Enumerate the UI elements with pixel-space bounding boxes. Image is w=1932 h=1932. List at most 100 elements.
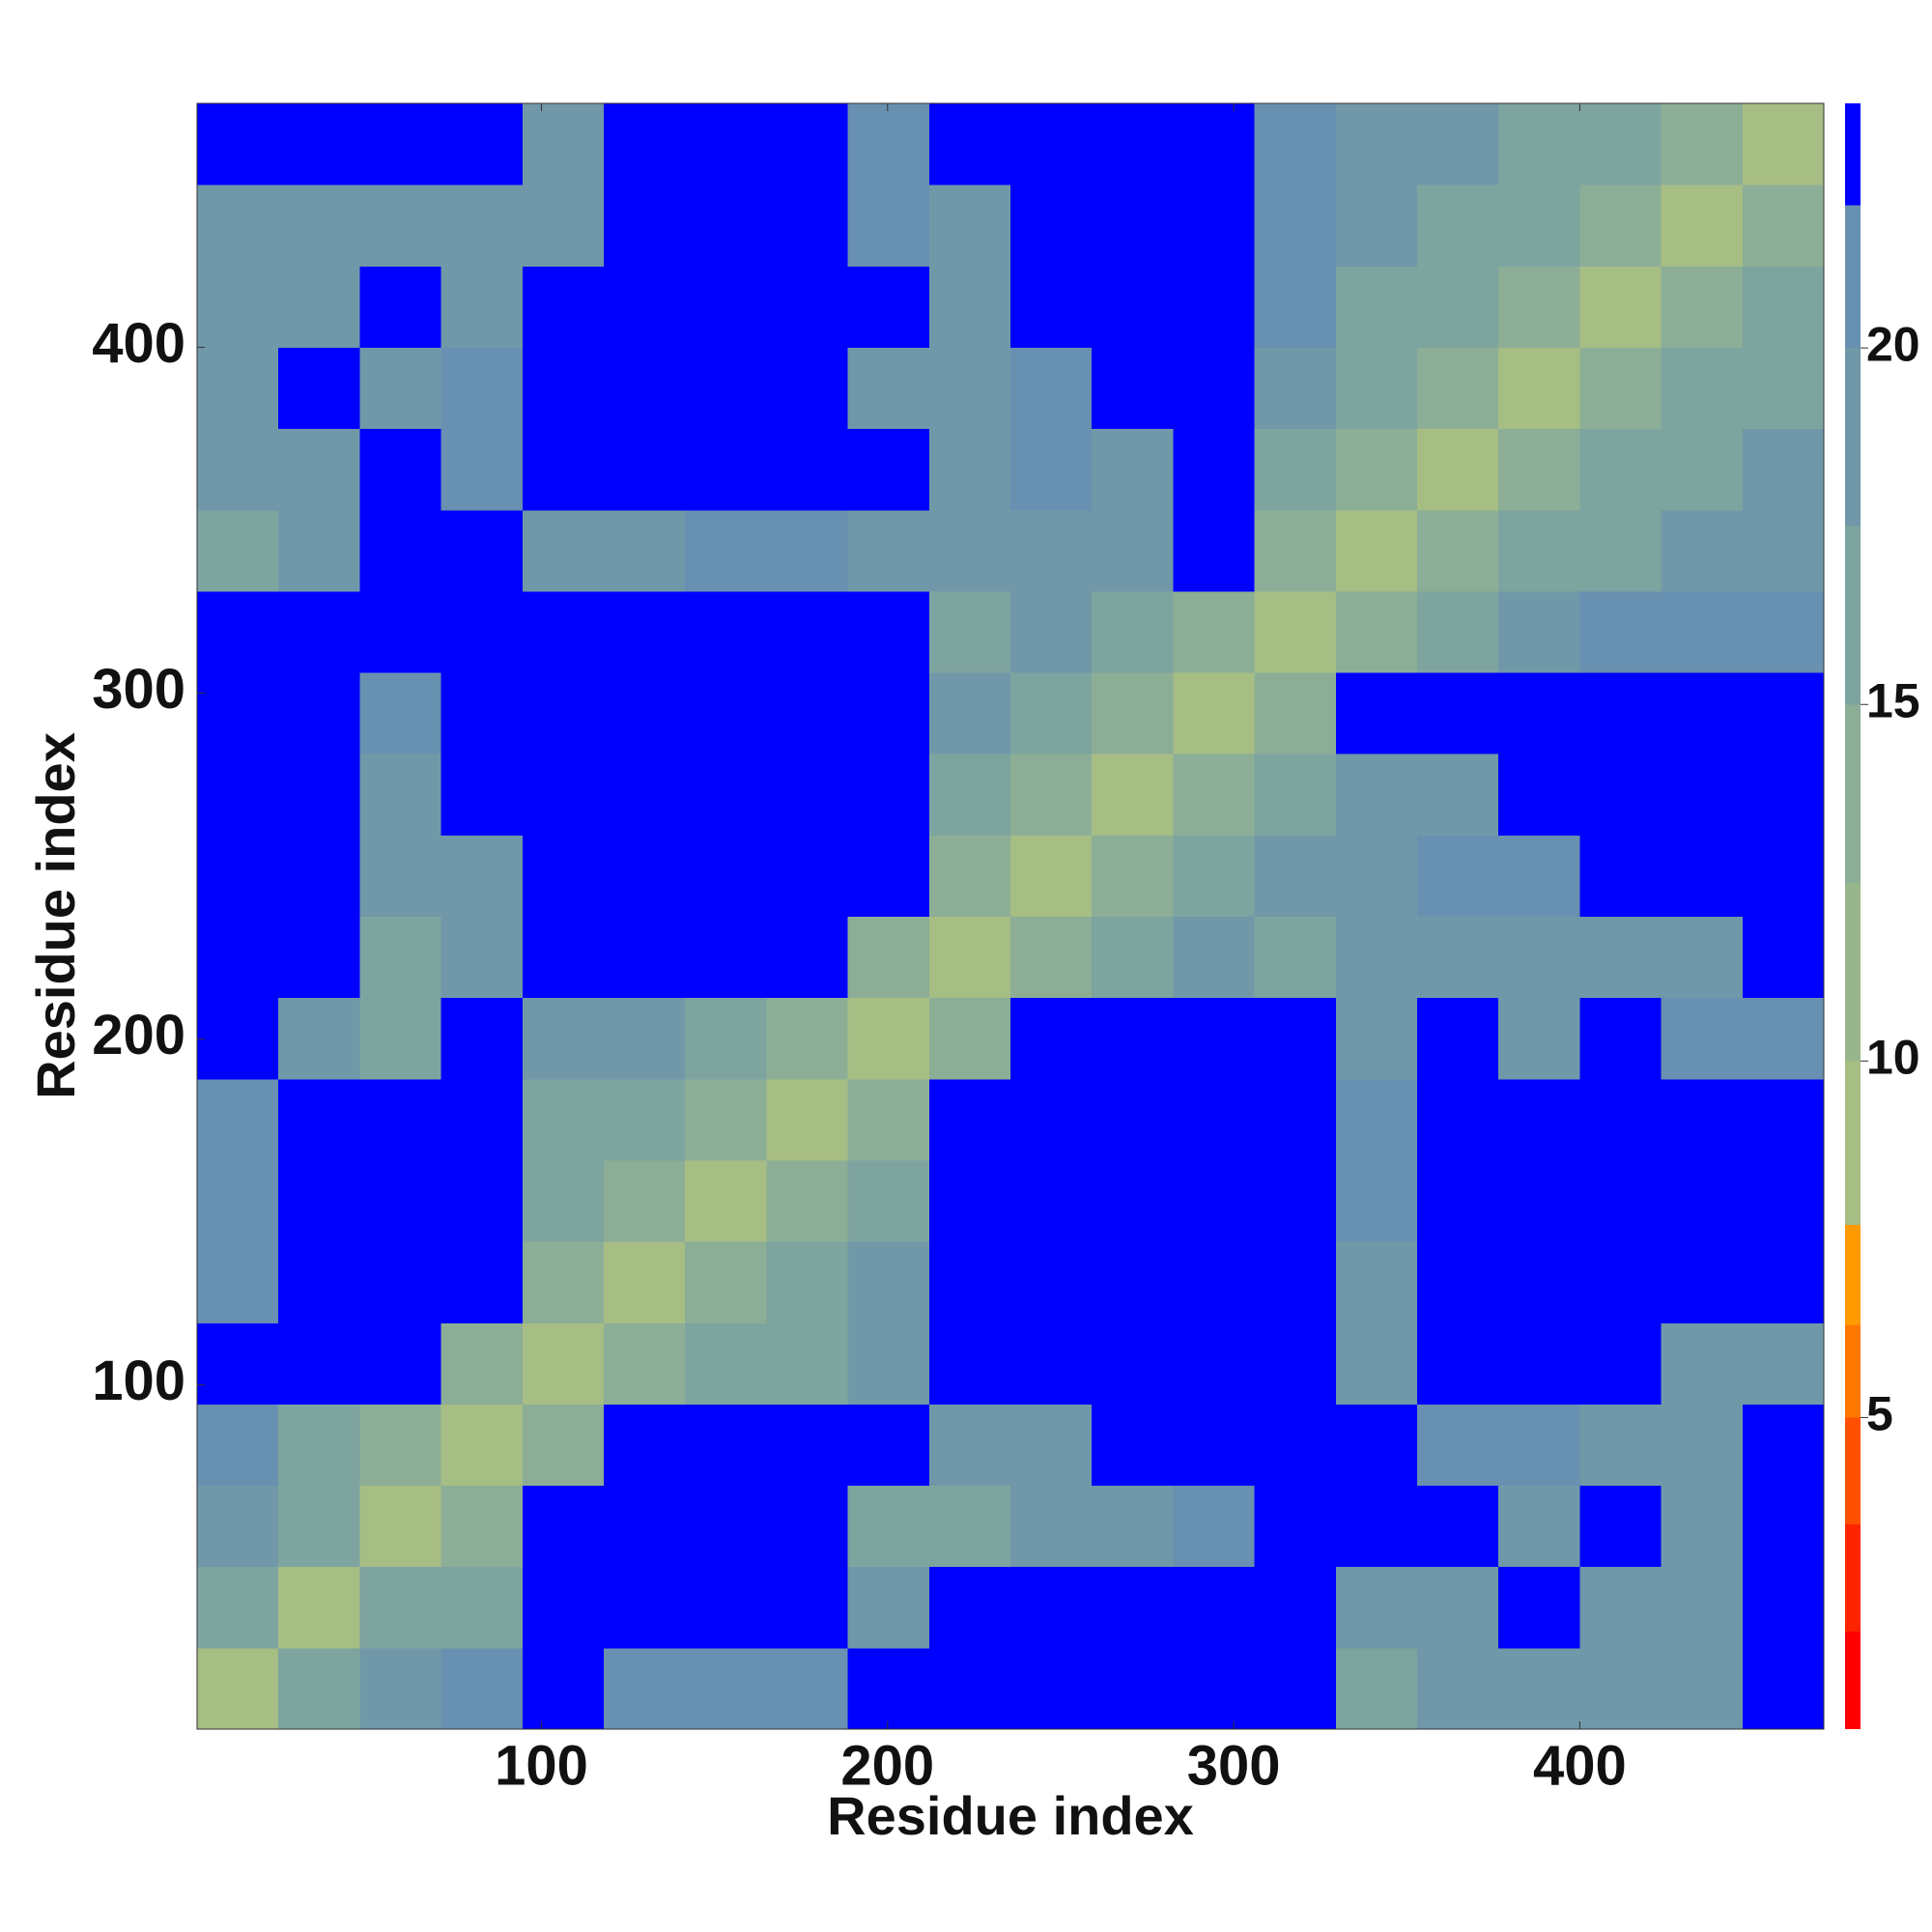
colorbar-band [1845, 1061, 1861, 1226]
heatmap-cell [1417, 103, 1499, 185]
heatmap-cell [1254, 916, 1337, 999]
heatmap-cell [1173, 997, 1256, 1080]
heatmap-cell [1579, 1404, 1662, 1487]
heatmap-cell [604, 590, 686, 673]
heatmap-cell [1254, 1404, 1337, 1487]
heatmap-cell [604, 266, 686, 348]
x-tick-label: 100 [495, 1734, 588, 1797]
heatmap-cell [685, 509, 767, 592]
heatmap-cell [1173, 672, 1256, 754]
heatmap-cell [278, 753, 360, 836]
heatmap-cell [1173, 916, 1256, 999]
heatmap-cell [685, 266, 767, 348]
heatmap-cell [1092, 509, 1174, 592]
heatmap-cell [1010, 1322, 1093, 1405]
heatmap-cell [604, 428, 686, 511]
heatmap-cell [928, 672, 1011, 754]
heatmap-cell [197, 428, 279, 511]
heatmap-cell [1579, 672, 1662, 754]
heatmap-cell [1498, 672, 1580, 754]
heatmap-cell [1417, 590, 1499, 673]
colorbar-band [1845, 1524, 1861, 1632]
colorbar-band [1845, 348, 1861, 526]
heatmap-cell [1254, 590, 1337, 673]
heatmap-cell [197, 1078, 279, 1161]
heatmap-cell [604, 1404, 686, 1487]
heatmap-cell [766, 672, 849, 754]
heatmap-cell [685, 103, 767, 185]
heatmap-cell [1335, 1078, 1418, 1161]
heatmap-cell [1335, 753, 1418, 836]
heatmap-cell [847, 347, 930, 430]
colorbar-tick-label: 5 [1866, 1387, 1893, 1441]
heatmap-cell [1579, 266, 1662, 348]
heatmap-cell [440, 753, 524, 836]
heatmap-cell [1173, 428, 1256, 511]
heatmap-cell [359, 1647, 442, 1730]
heatmap-cell [1498, 347, 1580, 430]
heatmap-cell [522, 509, 605, 592]
heatmap-cell [1579, 428, 1662, 511]
heatmap-cell [440, 347, 524, 430]
heatmap-cell [766, 590, 849, 673]
heatmap-cell [1254, 1485, 1337, 1568]
heatmap-cell [197, 997, 279, 1080]
heatmap-cell [928, 1241, 1011, 1323]
plot-frame [196, 102, 1825, 1730]
colorbar-band [1845, 1631, 1861, 1729]
heatmap-cell [1742, 835, 1825, 917]
heatmap-cell [440, 509, 524, 592]
heatmap-cell [1661, 1241, 1744, 1323]
heatmap-cell [847, 428, 930, 511]
heatmap-cell [847, 103, 930, 185]
heatmap-cell [197, 266, 279, 348]
heatmap-cell [1742, 672, 1825, 754]
heatmap-cell [1092, 1404, 1174, 1487]
heatmap-cell [1742, 185, 1825, 267]
heatmap-cell [1742, 1485, 1825, 1568]
heatmap-cell [440, 103, 524, 185]
y-tick-label: 200 [92, 1004, 185, 1066]
heatmap-cell [766, 1322, 849, 1405]
heatmap-cell [1661, 266, 1744, 348]
heatmap-cell [278, 1485, 360, 1568]
heatmap-cell [604, 103, 686, 185]
heatmap-cell [685, 1485, 767, 1568]
heatmap-cell [1010, 1078, 1093, 1161]
heatmap-cell [1173, 347, 1256, 430]
heatmap-cell [1173, 590, 1256, 673]
heatmap-cell [522, 1566, 605, 1649]
heatmap-cell [359, 835, 442, 917]
heatmap-cell [1010, 1566, 1093, 1649]
heatmap-cell [197, 1647, 279, 1730]
heatmap-cell [928, 997, 1011, 1080]
heatmap-cell [440, 428, 524, 511]
heatmap-cell [1254, 428, 1337, 511]
heatmap-cell [685, 916, 767, 999]
heatmap-cell [1335, 1485, 1418, 1568]
heatmap-cell [1742, 997, 1825, 1080]
heatmap-cell [1335, 266, 1418, 348]
y-tick-label: 400 [92, 312, 185, 375]
heatmap-cell [1254, 1322, 1337, 1405]
colorbar-band [1845, 205, 1861, 349]
heatmap-cell [1417, 1485, 1499, 1568]
heatmap-cell [928, 1404, 1011, 1487]
heatmap-cell [1661, 997, 1744, 1080]
heatmap-cell [766, 1566, 849, 1649]
x-tick-label: 200 [840, 1734, 934, 1797]
heatmap-cell [685, 1404, 767, 1487]
heatmap-cell [522, 1241, 605, 1323]
heatmap-cell [1742, 753, 1825, 836]
heatmap-cell [1579, 347, 1662, 430]
heatmap-cell [440, 1078, 524, 1161]
heatmap-cell [1742, 509, 1825, 592]
heatmap-cell [197, 753, 279, 836]
heatmap-cell [1579, 1322, 1662, 1405]
heatmap-cell [197, 1241, 279, 1323]
heatmap-cell [1417, 1241, 1499, 1323]
heatmap-cell [1173, 1566, 1256, 1649]
heatmap-cell [1092, 1485, 1174, 1568]
heatmap-cell [1335, 1404, 1418, 1487]
